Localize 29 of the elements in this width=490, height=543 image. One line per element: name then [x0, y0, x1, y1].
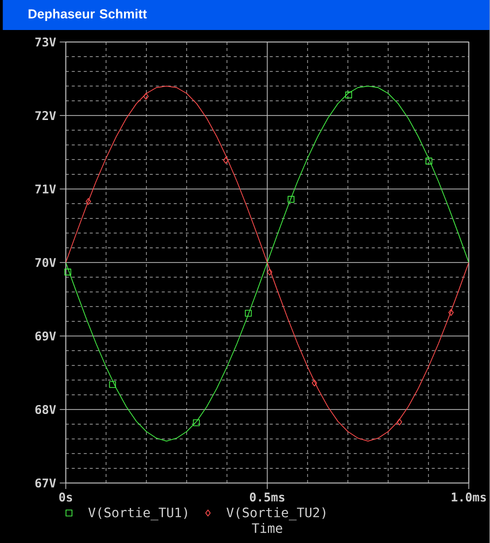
point — [223, 156, 229, 164]
y-tick-label: 73V — [35, 37, 56, 47]
point — [448, 309, 454, 316]
x-tick-label: 0s — [59, 492, 72, 502]
point — [345, 92, 352, 98]
point — [245, 310, 252, 317]
y-tick-label: 71V — [35, 184, 56, 194]
point — [288, 196, 295, 203]
point — [64, 268, 72, 276]
point — [143, 93, 149, 100]
x-tick-label: 0.5ms — [250, 492, 284, 502]
y-tick-label: 70V — [35, 258, 56, 268]
x-axis-title: Time — [252, 522, 282, 534]
point — [267, 268, 272, 276]
y-tick-label: 69V — [35, 331, 56, 341]
point — [396, 418, 402, 426]
point — [86, 198, 92, 205]
x-tick-label: 1.0ms — [452, 492, 486, 502]
y-tick-label: 67V — [35, 478, 56, 488]
legend-label: V(Sortie_TU2) — [226, 507, 326, 520]
point — [109, 381, 116, 388]
point — [312, 380, 318, 386]
point — [426, 158, 432, 164]
y-tick-label: 68V — [35, 404, 56, 414]
legend-label: V(Sortie_TU1) — [88, 507, 188, 520]
line-series — [66, 86, 469, 442]
y-tick-label: 72V — [35, 111, 56, 120]
chart-title: Dephaseur Schmitt — [28, 8, 147, 22]
point — [193, 419, 200, 426]
